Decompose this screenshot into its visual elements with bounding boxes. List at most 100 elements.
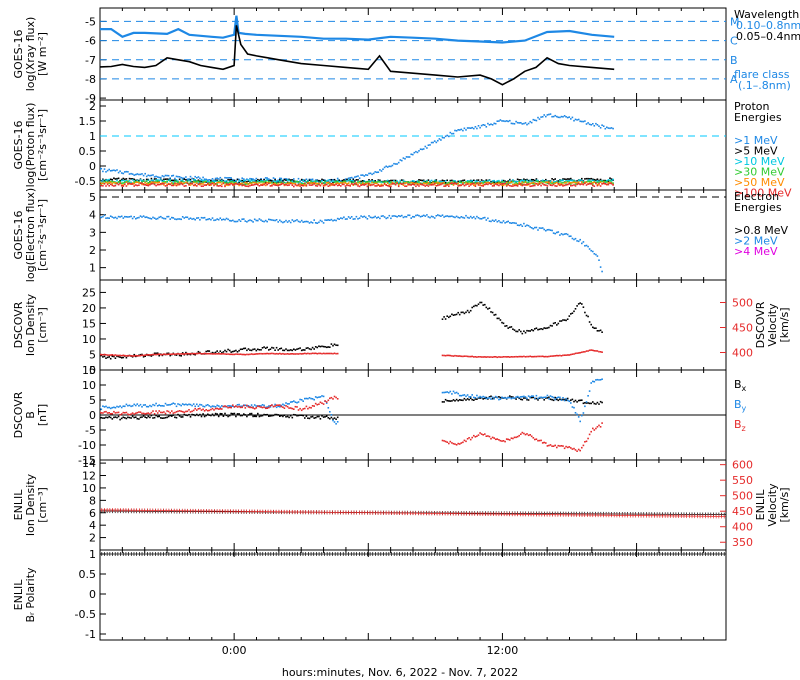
series-point	[588, 183, 591, 185]
series-point	[232, 181, 234, 183]
series-point	[526, 183, 528, 185]
series-point	[120, 215, 123, 218]
series-point	[241, 177, 243, 179]
series-point	[562, 354, 564, 357]
series-point	[527, 183, 530, 185]
series-point	[260, 406, 262, 408]
series-point	[200, 179, 203, 182]
series-point	[565, 116, 567, 118]
series-point	[513, 356, 516, 358]
series-point	[546, 182, 549, 185]
series-point	[244, 353, 247, 356]
series-point	[587, 350, 589, 352]
series-point	[136, 173, 139, 175]
series-point	[100, 178, 101, 181]
series-point	[474, 183, 477, 186]
series-point	[570, 182, 572, 184]
series-point	[341, 183, 344, 186]
series-point	[471, 182, 473, 185]
series-point	[181, 352, 184, 354]
series-point	[272, 405, 275, 408]
series-point	[441, 136, 444, 139]
series-point	[518, 180, 520, 183]
series-point	[391, 181, 394, 184]
plot-area	[100, 301, 603, 360]
series-point	[192, 184, 195, 187]
series-point	[105, 181, 107, 184]
series-point	[158, 181, 160, 184]
series-point	[268, 182, 270, 185]
series-point	[147, 174, 150, 177]
series-point	[607, 179, 610, 181]
series-point	[224, 182, 226, 184]
series-point	[424, 215, 427, 217]
series-point	[255, 177, 258, 180]
series-point	[599, 178, 602, 181]
y-tick-label: -5	[85, 15, 96, 28]
series-point	[155, 184, 157, 187]
series-point	[527, 330, 530, 332]
series-point	[581, 120, 583, 123]
series-point	[543, 114, 545, 116]
series-point	[596, 378, 599, 381]
series-point	[282, 403, 284, 406]
series-point	[546, 229, 549, 231]
series-point	[485, 181, 488, 184]
series-point	[321, 395, 323, 397]
panel-frame	[99, 459, 727, 551]
series-point	[438, 184, 441, 186]
series-point	[494, 181, 497, 183]
series-point	[264, 352, 267, 355]
series-point	[515, 355, 517, 358]
series-point	[585, 401, 588, 403]
series-point	[458, 184, 461, 187]
series-point	[593, 185, 596, 187]
series-point	[330, 414, 333, 416]
series-point	[120, 406, 123, 409]
series-point	[142, 180, 145, 182]
series-point	[113, 217, 115, 219]
series-point	[318, 180, 320, 183]
series-point	[405, 182, 408, 184]
series-point	[499, 183, 502, 186]
series-point	[488, 397, 491, 399]
series-point	[474, 182, 477, 184]
series-point	[167, 404, 170, 406]
series-point	[172, 414, 175, 416]
series-point	[368, 172, 370, 175]
legend-title: Electron	[734, 190, 779, 203]
series-point	[394, 183, 397, 186]
series-point	[446, 391, 448, 393]
series-point	[574, 412, 577, 414]
series-point	[526, 123, 528, 126]
y-axis-label-line: log(Electron flux)	[24, 188, 37, 282]
series-point	[322, 403, 325, 405]
series-point	[158, 176, 160, 179]
series-point	[217, 408, 220, 410]
series-point	[325, 415, 328, 417]
series-point	[377, 181, 380, 183]
series-point	[451, 400, 453, 402]
series-point	[535, 119, 538, 122]
series-point	[246, 180, 248, 183]
series-point	[407, 156, 409, 158]
series-point	[119, 354, 121, 357]
series-point	[479, 181, 481, 183]
series-point	[329, 397, 331, 400]
series-point	[476, 215, 478, 218]
series-point	[197, 183, 200, 186]
series-point	[202, 353, 204, 355]
series-point	[257, 180, 259, 183]
series-point	[133, 182, 135, 185]
series-point	[269, 352, 272, 355]
series-point	[496, 317, 499, 320]
series-point	[122, 177, 125, 180]
series-point	[520, 433, 522, 435]
series-point	[493, 397, 495, 400]
series-point	[217, 415, 220, 418]
series-point	[366, 218, 369, 220]
series-point	[205, 184, 207, 186]
series-point	[250, 412, 253, 415]
series-point	[272, 352, 275, 355]
series-point	[484, 180, 486, 183]
